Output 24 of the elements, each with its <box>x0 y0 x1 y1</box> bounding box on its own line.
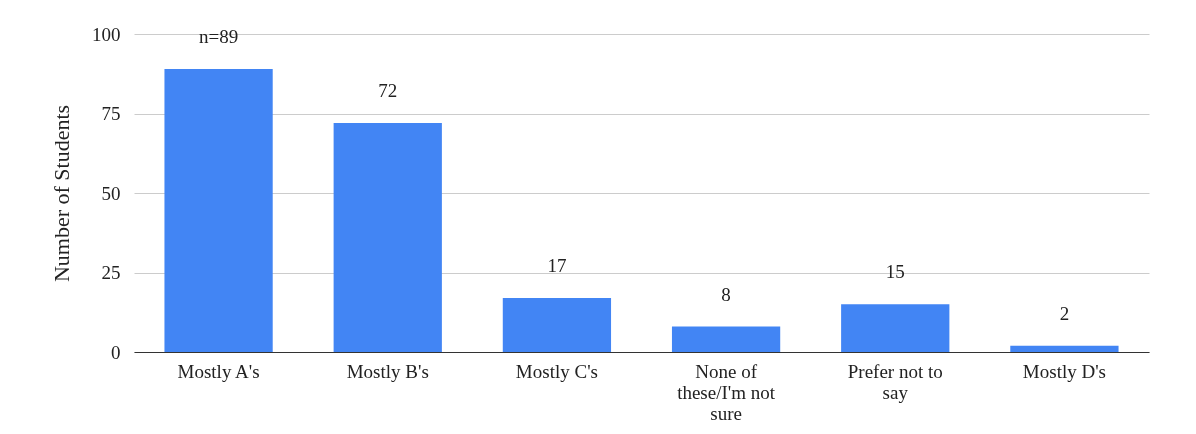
bar <box>333 123 442 352</box>
x-tick-label: None of these/I'm not sure <box>677 360 776 424</box>
data-label: 17 <box>547 254 567 276</box>
y-tick-label: 75 <box>101 103 121 124</box>
data-label: 8 <box>721 283 731 305</box>
x-tick-label: Mostly D's <box>1022 360 1106 382</box>
data-label: 2 <box>1059 302 1070 324</box>
bar <box>841 304 950 352</box>
y-tick-label: 0 <box>111 341 121 363</box>
x-tick-label: Mostly C's <box>515 360 598 382</box>
y-tick-label: 100 <box>92 23 121 45</box>
bar <box>1010 345 1119 352</box>
x-tick-label: Prefer not to say <box>847 360 943 403</box>
data-label: n=89 <box>198 25 239 47</box>
bar <box>164 68 273 352</box>
x-tick-label: Mostly B's <box>346 360 429 382</box>
data-label: 72 <box>378 80 398 102</box>
y-axis-title: Number of Students <box>49 104 74 283</box>
x-tick-label: Mostly A's <box>177 360 260 382</box>
bar <box>671 326 781 352</box>
data-label: 15 <box>885 261 905 283</box>
bar <box>502 297 612 352</box>
y-tick-label: 25 <box>101 262 121 283</box>
y-tick-label: 50 <box>101 182 121 204</box>
